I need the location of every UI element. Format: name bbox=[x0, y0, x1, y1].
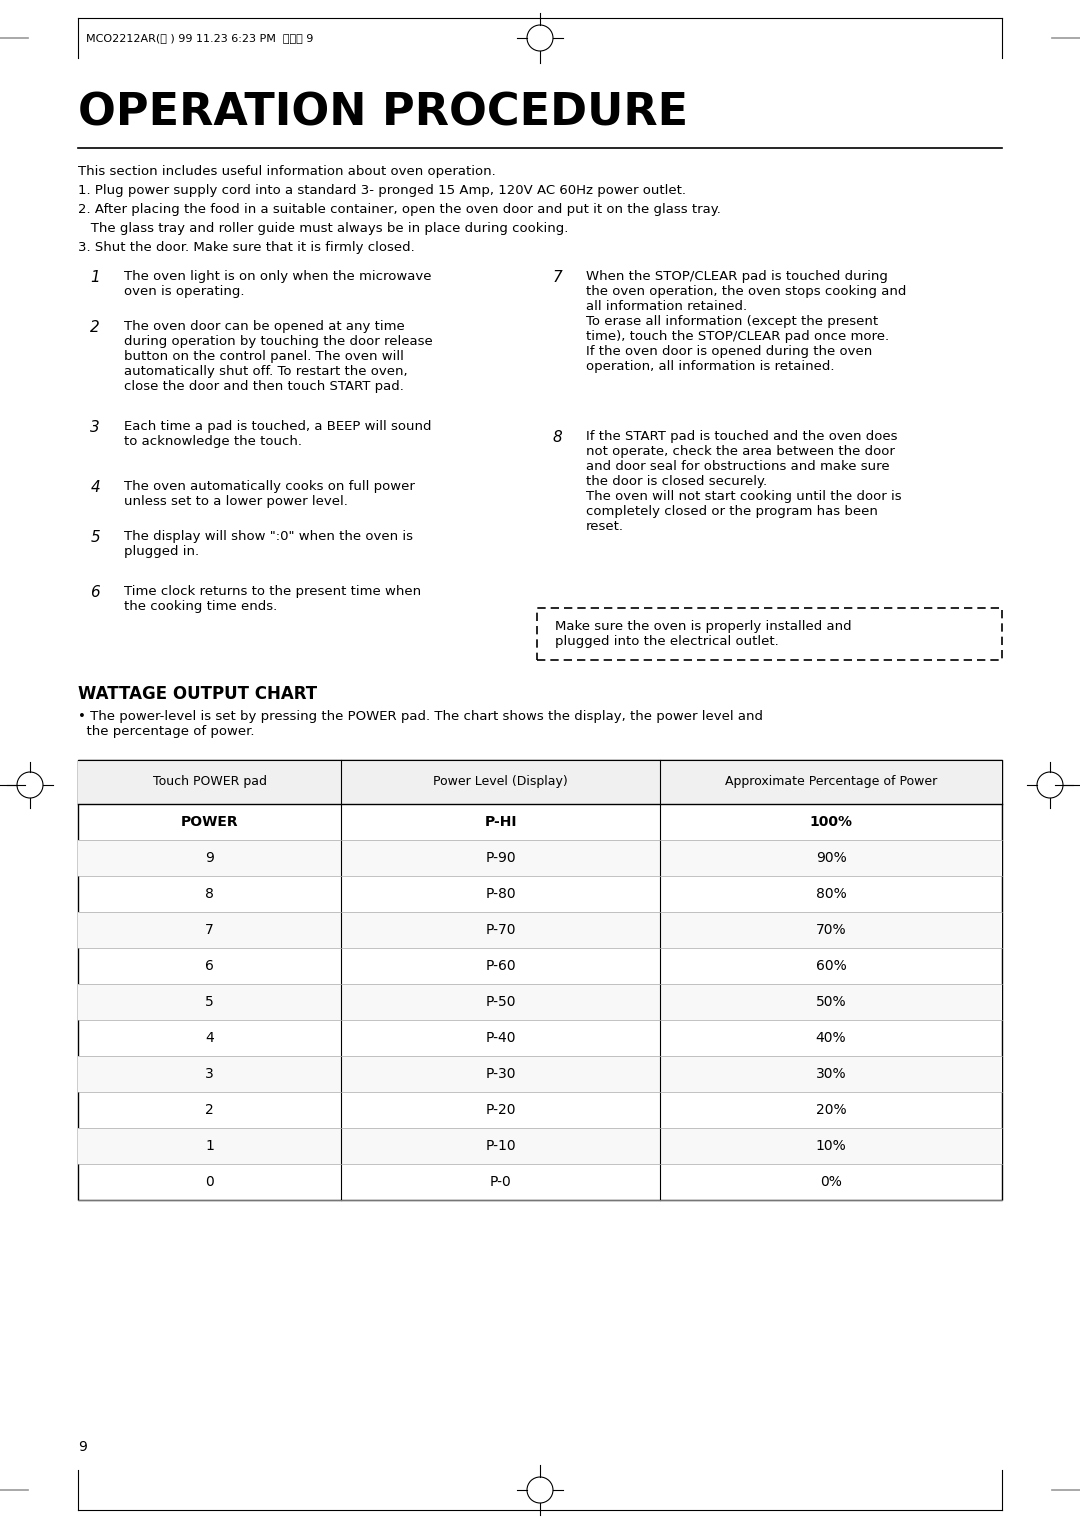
Text: WATTAGE OUTPUT CHART: WATTAGE OUTPUT CHART bbox=[78, 685, 318, 703]
Text: 3: 3 bbox=[91, 420, 100, 435]
Text: P-20: P-20 bbox=[486, 1103, 516, 1117]
Text: OPERATION PROCEDURE: OPERATION PROCEDURE bbox=[78, 92, 688, 134]
Text: 40%: 40% bbox=[815, 1031, 847, 1045]
Text: 3: 3 bbox=[205, 1067, 214, 1080]
Text: 4: 4 bbox=[91, 480, 100, 495]
Text: P-90: P-90 bbox=[485, 851, 516, 865]
Text: 10%: 10% bbox=[815, 1138, 847, 1154]
Text: Each time a pad is touched, a BEEP will sound
to acknowledge the touch.: Each time a pad is touched, a BEEP will … bbox=[124, 420, 432, 448]
Text: MCO2212AR(엘 ) 99 11.23 6:23 PM  페이지 9: MCO2212AR(엘 ) 99 11.23 6:23 PM 페이지 9 bbox=[86, 34, 313, 43]
Text: P-80: P-80 bbox=[485, 886, 516, 902]
Text: 90%: 90% bbox=[815, 851, 847, 865]
Text: 2: 2 bbox=[205, 1103, 214, 1117]
Text: 1: 1 bbox=[205, 1138, 214, 1154]
Bar bbox=[78, 1056, 1002, 1093]
Text: 8: 8 bbox=[552, 429, 562, 445]
Text: 5: 5 bbox=[91, 530, 100, 545]
Text: 100%: 100% bbox=[810, 814, 852, 830]
Text: 6: 6 bbox=[205, 960, 214, 973]
Text: 1. Plug power supply cord into a standard 3- pronged 15 Amp, 120V AC 60Hz power : 1. Plug power supply cord into a standar… bbox=[78, 183, 686, 197]
Bar bbox=[78, 759, 1002, 804]
Text: P-10: P-10 bbox=[485, 1138, 516, 1154]
Bar bbox=[78, 984, 1002, 1021]
Bar bbox=[78, 1128, 1002, 1164]
Text: The oven automatically cooks on full power
unless set to a lower power level.: The oven automatically cooks on full pow… bbox=[124, 480, 415, 507]
Text: This section includes useful information about oven operation.: This section includes useful information… bbox=[78, 165, 496, 177]
Text: Power Level (Display): Power Level (Display) bbox=[433, 776, 568, 788]
Text: Touch POWER pad: Touch POWER pad bbox=[152, 776, 267, 788]
Text: The oven door can be opened at any time
during operation by touching the door re: The oven door can be opened at any time … bbox=[124, 319, 433, 393]
Text: 30%: 30% bbox=[815, 1067, 847, 1080]
Text: POWER: POWER bbox=[180, 814, 239, 830]
Text: P-30: P-30 bbox=[486, 1067, 516, 1080]
Text: 20%: 20% bbox=[815, 1103, 847, 1117]
Text: 50%: 50% bbox=[815, 995, 847, 1008]
Text: 9: 9 bbox=[78, 1439, 86, 1455]
Text: 0%: 0% bbox=[820, 1175, 842, 1189]
Text: Approximate Percentage of Power: Approximate Percentage of Power bbox=[725, 776, 937, 788]
Text: 9: 9 bbox=[205, 851, 214, 865]
Text: P-HI: P-HI bbox=[485, 814, 517, 830]
Text: The oven light is on only when the microwave
oven is operating.: The oven light is on only when the micro… bbox=[124, 270, 432, 298]
Text: If the START pad is touched and the oven does
not operate, check the area betwee: If the START pad is touched and the oven… bbox=[586, 429, 902, 533]
Text: • The power-level is set by pressing the POWER pad. The chart shows the display,: • The power-level is set by pressing the… bbox=[78, 711, 762, 738]
Text: 3. Shut the door. Make sure that it is firmly closed.: 3. Shut the door. Make sure that it is f… bbox=[78, 241, 415, 254]
Text: P-70: P-70 bbox=[486, 923, 516, 937]
Text: Time clock returns to the present time when
the cooking time ends.: Time clock returns to the present time w… bbox=[124, 585, 421, 613]
Text: 7: 7 bbox=[205, 923, 214, 937]
Text: Make sure the oven is properly installed and
plugged into the electrical outlet.: Make sure the oven is properly installed… bbox=[555, 620, 852, 648]
Bar bbox=[78, 840, 1002, 876]
Text: 2: 2 bbox=[91, 319, 100, 335]
Bar bbox=[78, 759, 1002, 1199]
Bar bbox=[78, 912, 1002, 947]
Text: P-0: P-0 bbox=[490, 1175, 512, 1189]
Text: 80%: 80% bbox=[815, 886, 847, 902]
Text: 6: 6 bbox=[91, 585, 100, 601]
Text: 2. After placing the food in a suitable container, open the oven door and put it: 2. After placing the food in a suitable … bbox=[78, 203, 720, 215]
Text: 8: 8 bbox=[205, 886, 214, 902]
Text: P-60: P-60 bbox=[485, 960, 516, 973]
Text: 0: 0 bbox=[205, 1175, 214, 1189]
Text: 70%: 70% bbox=[815, 923, 847, 937]
Text: P-50: P-50 bbox=[486, 995, 516, 1008]
Text: 1: 1 bbox=[91, 270, 100, 286]
Text: 5: 5 bbox=[205, 995, 214, 1008]
Text: 4: 4 bbox=[205, 1031, 214, 1045]
Text: 7: 7 bbox=[552, 270, 562, 286]
Bar bbox=[537, 608, 1002, 660]
Text: 60%: 60% bbox=[815, 960, 847, 973]
Text: The display will show ":0" when the oven is
plugged in.: The display will show ":0" when the oven… bbox=[124, 530, 413, 558]
Text: The glass tray and roller guide must always be in place during cooking.: The glass tray and roller guide must alw… bbox=[78, 222, 568, 235]
Text: P-40: P-40 bbox=[486, 1031, 516, 1045]
Text: When the STOP/CLEAR pad is touched during
the oven operation, the oven stops coo: When the STOP/CLEAR pad is touched durin… bbox=[586, 270, 906, 373]
